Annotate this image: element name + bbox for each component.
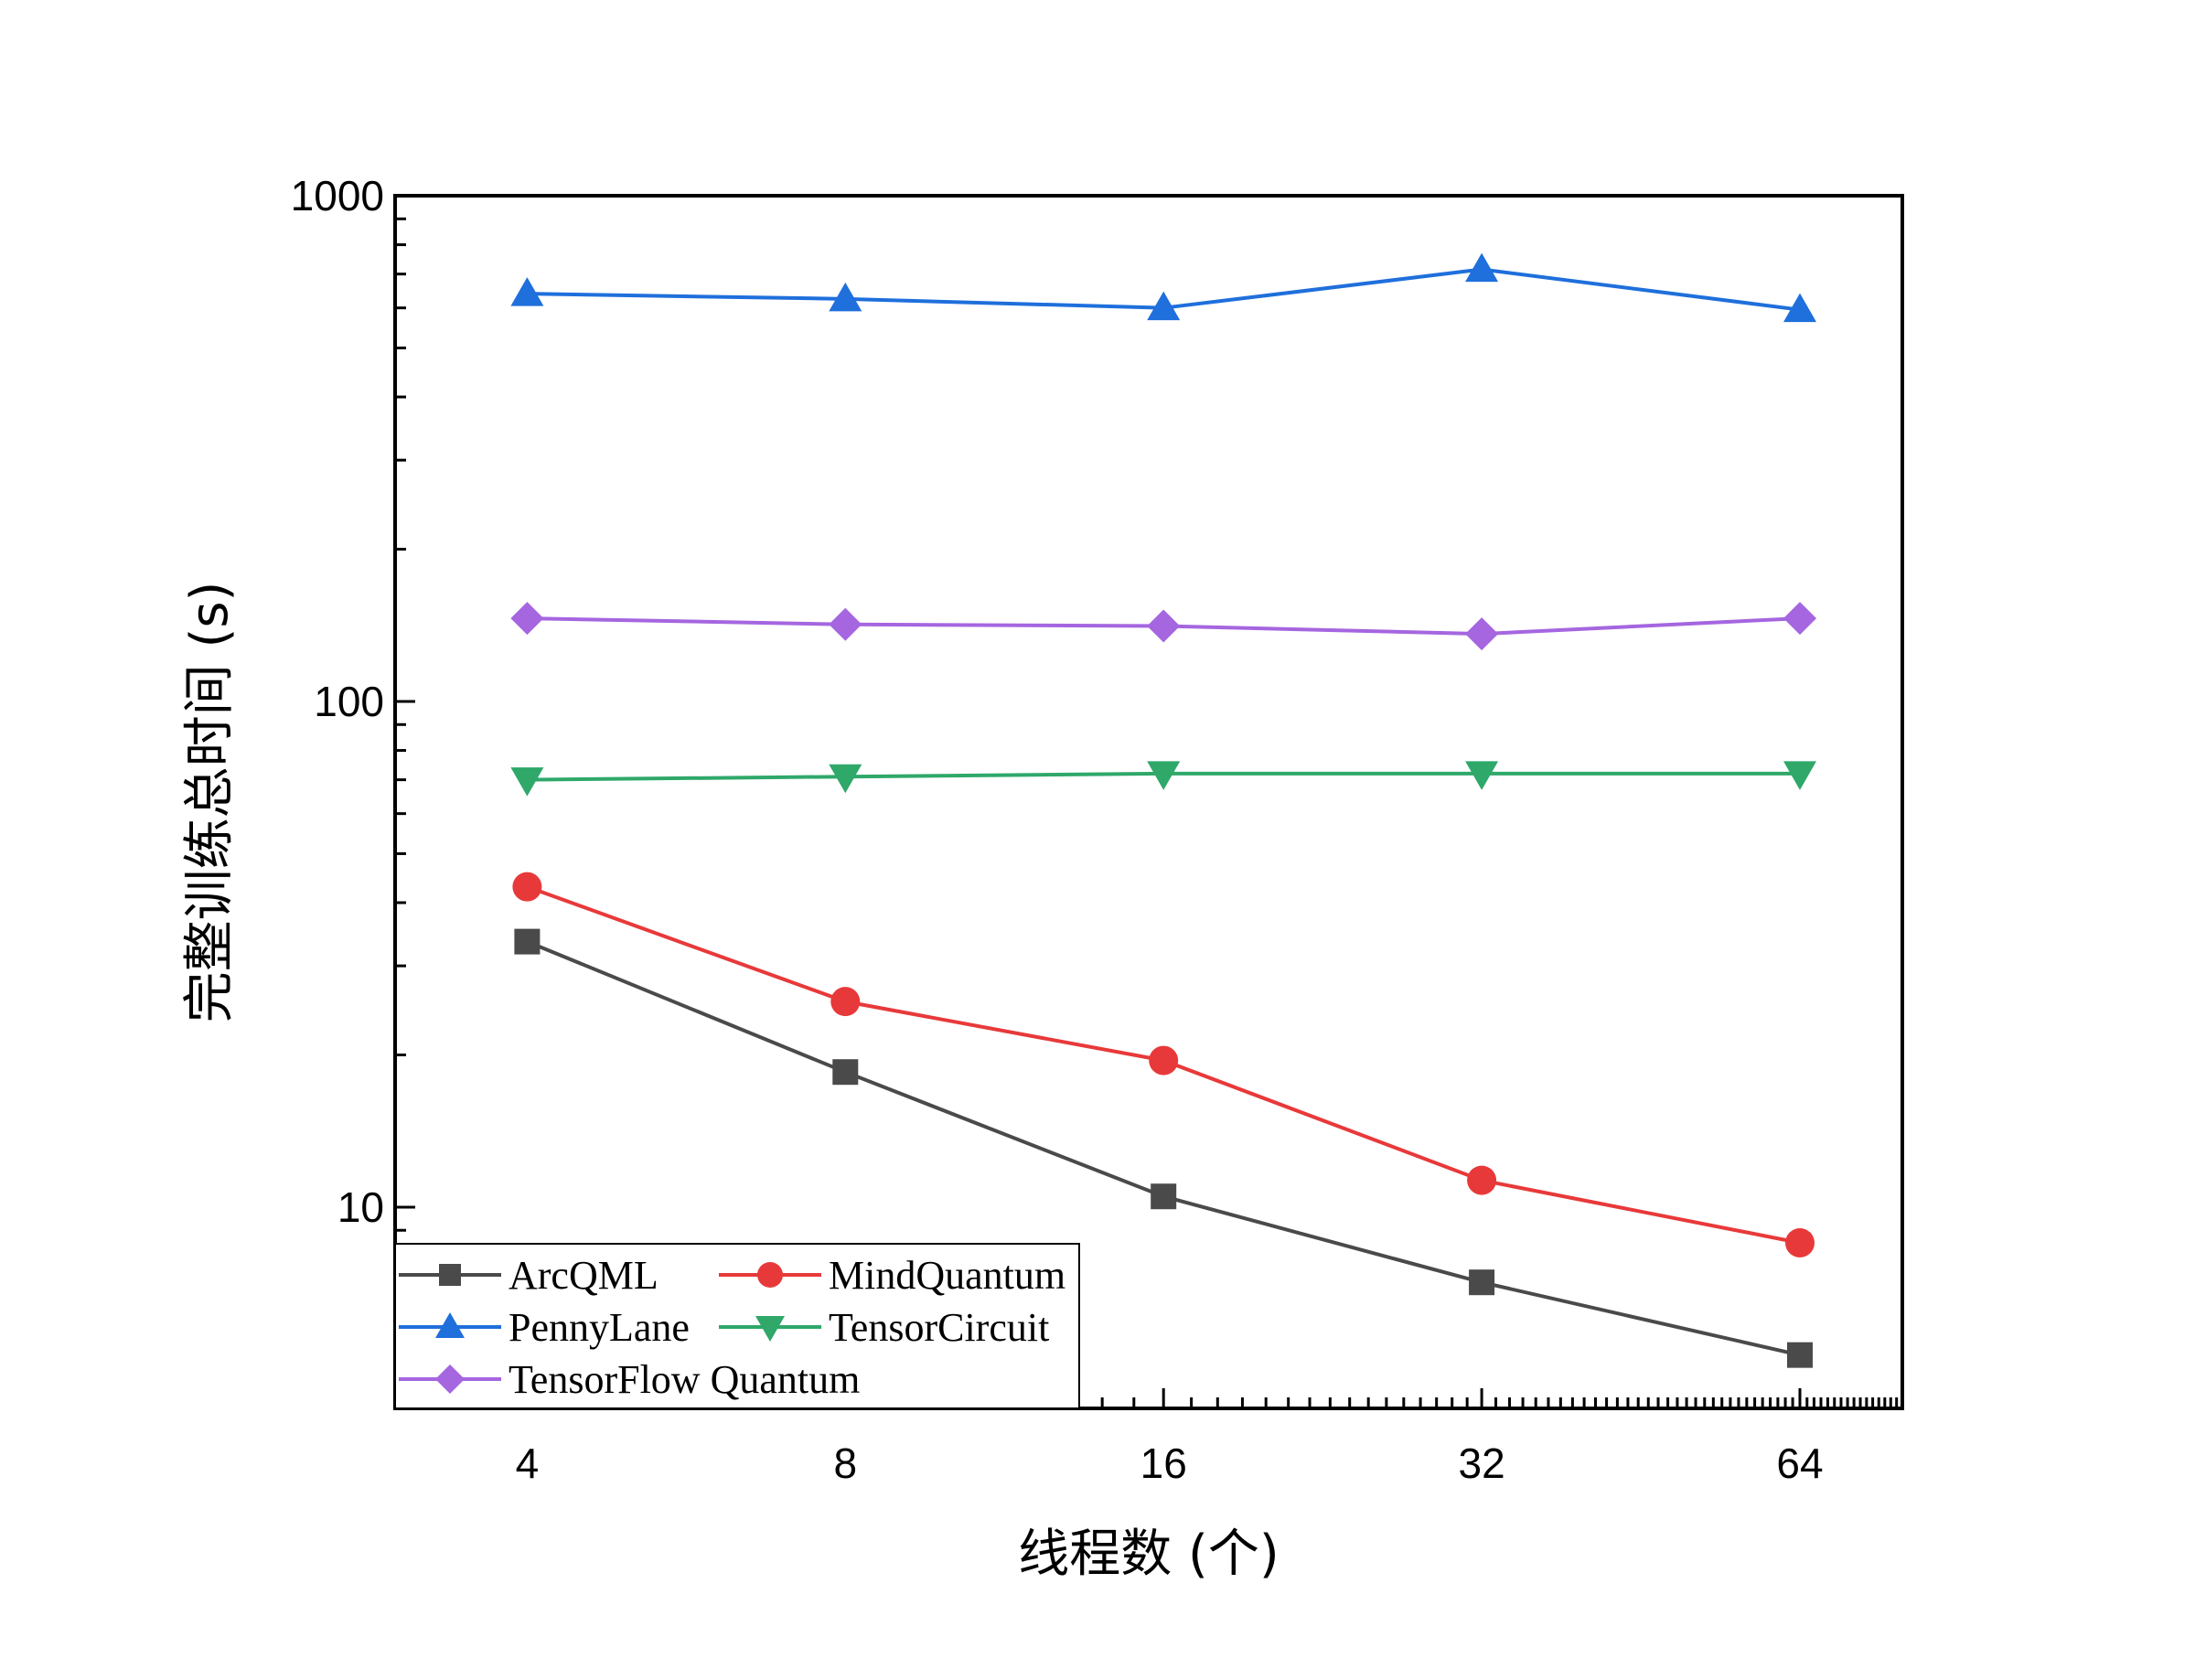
marker-square <box>514 928 541 955</box>
marker-square <box>1787 1342 1814 1368</box>
y-axis-title: 完整训练总时间 (s) <box>180 582 240 1023</box>
legend-label: TensorFlow Quantum <box>509 1357 860 1402</box>
legend-label: PennyLane <box>509 1305 690 1350</box>
marker-triangle-up <box>1147 291 1181 321</box>
marker-triangle-down <box>755 1316 785 1342</box>
marker-triangle-up <box>1465 252 1499 283</box>
marker-circle <box>1785 1227 1815 1257</box>
x-axis-title: 线程数 (个) <box>1018 1525 1280 1584</box>
marker-square <box>1469 1269 1495 1296</box>
marker-diamond <box>1783 602 1817 636</box>
marker-square <box>439 1264 461 1286</box>
y-tick-label: 10 <box>337 1183 384 1231</box>
marker-circle <box>1467 1165 1497 1195</box>
marker-diamond <box>1465 617 1499 651</box>
marker-circle <box>1149 1045 1179 1075</box>
y-tick-label: 100 <box>314 678 384 725</box>
series-tensorflow-quantum <box>510 602 1817 651</box>
marker-triangle-down <box>510 767 544 797</box>
legend-label: MindQuantum <box>829 1253 1065 1298</box>
legend-label: ArcQML <box>509 1253 658 1298</box>
x-tick-label: 4 <box>516 1439 540 1487</box>
series-tensorcircuit <box>510 761 1817 797</box>
marker-square <box>1151 1183 1177 1210</box>
plot-frame <box>393 194 1904 1410</box>
legend-item: TensorFlow Quantum <box>399 1357 860 1402</box>
marker-triangle-down <box>1783 761 1817 790</box>
marker-circle <box>512 872 542 902</box>
x-tick-label: 32 <box>1459 1439 1505 1487</box>
legend-item: MindQuantum <box>719 1253 1065 1298</box>
marker-triangle-down <box>1147 761 1181 790</box>
marker-square <box>832 1059 859 1086</box>
series-layer <box>510 252 1817 1368</box>
axis-ticks: 10 100 1000 4 8 16 32 64 <box>291 172 1904 1487</box>
y-tick-label: 1000 <box>291 172 384 219</box>
marker-diamond <box>435 1364 465 1394</box>
marker-circle <box>830 987 861 1017</box>
marker-circle <box>757 1262 783 1288</box>
marker-triangle-up <box>435 1312 465 1338</box>
x-tick-label: 8 <box>833 1439 857 1487</box>
marker-diamond <box>510 602 544 636</box>
legend-item: ArcQML <box>399 1253 658 1298</box>
legend-item: TensorCircuit <box>719 1305 1049 1350</box>
series-mindquantum <box>512 872 1815 1257</box>
marker-triangle-down <box>829 764 862 794</box>
marker-diamond <box>1147 609 1181 643</box>
marker-triangle-up <box>829 282 862 312</box>
legend-label: TensorCircuit <box>829 1305 1049 1350</box>
x-tick-label: 16 <box>1140 1439 1187 1487</box>
legend: ArcQML MindQuantum PennyLane TensorCircuit T… <box>394 1243 1080 1409</box>
marker-triangle-up <box>1783 293 1817 323</box>
marker-diamond <box>829 607 862 641</box>
marker-triangle-up <box>510 277 544 306</box>
x-tick-label: 64 <box>1776 1439 1823 1487</box>
legend-item: PennyLane <box>399 1305 690 1350</box>
series-pennylane <box>510 252 1817 323</box>
series-arcqml <box>514 928 1814 1368</box>
marker-triangle-down <box>1465 761 1499 790</box>
